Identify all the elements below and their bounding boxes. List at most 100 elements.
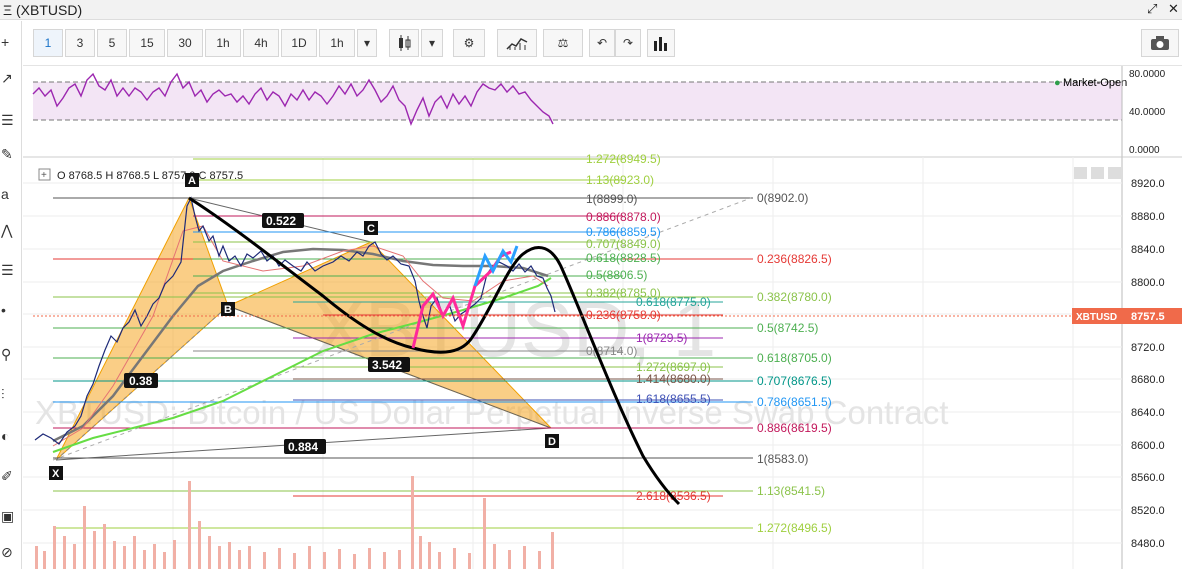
svg-text:8600.0: 8600.0: [1131, 440, 1165, 452]
rsi-tick-80: 80.0000: [1129, 69, 1166, 80]
price-path: [34, 196, 556, 445]
measure-icon[interactable]: •: [1, 302, 6, 318]
interval-1m[interactable]: 1: [33, 29, 63, 57]
redo-icon[interactable]: ↷: [615, 29, 641, 57]
svg-text:8720.0: 8720.0: [1131, 342, 1165, 354]
chevron-down-icon[interactable]: ▾: [357, 29, 377, 57]
fib-labels: 1.272(8949.5) 1.13(8923.0) 1(8899.0) 0(8…: [586, 152, 832, 535]
interval-4h[interactable]: 4h: [243, 29, 279, 57]
interval-5m[interactable]: 5: [97, 29, 127, 57]
svg-text:8520.0: 8520.0: [1131, 505, 1165, 517]
chart-type-chevron-icon[interactable]: ▾: [421, 29, 443, 57]
svg-text:8480.0: 8480.0: [1131, 538, 1165, 550]
ma-gray: [52, 247, 549, 443]
svg-text:0.618(8775.0): 0.618(8775.0): [636, 295, 711, 309]
rsi-line: [32, 72, 554, 126]
rsi-tick-40: 40.0000: [1129, 107, 1166, 118]
text-tool-icon[interactable]: a: [1, 186, 9, 202]
svg-text:0.522: 0.522: [266, 214, 296, 228]
interval-1d[interactable]: 1D: [281, 29, 317, 57]
svg-text:0.707(8849.0): 0.707(8849.0): [586, 237, 661, 251]
interval-1h[interactable]: 1h: [205, 29, 241, 57]
svg-text:1(8729.5): 1(8729.5): [636, 331, 687, 345]
svg-text:D: D: [548, 436, 556, 448]
svg-text:0.38: 0.38: [129, 374, 153, 388]
brush-icon[interactable]: ✎: [1, 146, 13, 162]
ma-green: [52, 277, 552, 453]
svg-text:1(8899.0): 1(8899.0): [586, 192, 637, 206]
pattern-point-labels: A B C D X: [49, 173, 559, 480]
svg-text:0.886(8619.5): 0.886(8619.5): [757, 421, 832, 435]
svg-text:1.272(8697.0): 1.272(8697.0): [636, 360, 711, 374]
undo-icon[interactable]: ↶: [589, 29, 615, 57]
svg-text:0.382(8780.0): 0.382(8780.0): [757, 290, 832, 304]
svg-text:A: A: [188, 175, 196, 187]
svg-text:0.618(8705.0): 0.618(8705.0): [757, 351, 832, 365]
interval-30m[interactable]: 30: [167, 29, 203, 57]
eye-icon[interactable]: ⊘: [1, 544, 13, 560]
window-title: Ξ (XBTUSD): [3, 2, 82, 18]
interval-15m[interactable]: 15: [129, 29, 165, 57]
fib-tool-icon[interactable]: ☰: [1, 262, 14, 278]
close-icon[interactable]: ✕: [1168, 1, 1179, 16]
svg-text:X: X: [52, 468, 60, 480]
ruler-icon[interactable]: ✐: [1, 468, 13, 484]
svg-text:1.13(8923.0): 1.13(8923.0): [586, 173, 654, 187]
ratio-labels: 0.38 0.522 3.542 0.884: [124, 213, 410, 454]
gear-icon[interactable]: ⚙: [453, 29, 485, 57]
svg-text:8800.0: 8800.0: [1131, 277, 1165, 289]
svg-text:0.236(8758.0): 0.236(8758.0): [586, 308, 661, 322]
svg-text:0.382(8785.0): 0.382(8785.0): [586, 286, 661, 300]
last-price-label: 8757.5: [1131, 311, 1165, 323]
price-axis[interactable]: 8920.0 8880.0 8840.0 8800.0 8720.0 8680.…: [1131, 178, 1165, 550]
cursor-icon[interactable]: +: [1, 34, 10, 50]
trend-line-icon[interactable]: ↗: [1, 70, 13, 86]
magnet-icon[interactable]: ⫶: [1, 386, 5, 402]
svg-text:B: B: [224, 304, 232, 316]
market-status-dot: ●: [1054, 77, 1061, 89]
svg-text:8560.0: 8560.0: [1131, 472, 1165, 484]
chart-area[interactable]: ● Market-Open 80.0000 40.0000 0.0000 XBT…: [23, 66, 1182, 569]
pane-controls[interactable]: [1074, 167, 1121, 179]
svg-text:0.5(8806.5): 0.5(8806.5): [586, 268, 647, 282]
svg-text:0.707(8676.5): 0.707(8676.5): [757, 374, 832, 388]
svg-text:1(8583.0): 1(8583.0): [757, 452, 808, 466]
last-price-badge: [1127, 308, 1182, 324]
svg-text:0.884: 0.884: [288, 440, 318, 454]
svg-text:0.618(8828.5): 0.618(8828.5): [586, 251, 661, 265]
svg-text:0.886(8878.0): 0.886(8878.0): [586, 210, 661, 224]
zoom-icon[interactable]: ⚲: [1, 346, 12, 362]
svg-text:0.786(8859.5): 0.786(8859.5): [586, 225, 661, 239]
svg-text:0(8902.0): 0(8902.0): [757, 191, 808, 205]
rsi-panel: ● Market-Open 80.0000 40.0000 0.0000: [23, 66, 1182, 569]
visibility-icon[interactable]: ◐: [1, 428, 10, 444]
drawing-toolbar: + ↗ ☰ ✎ a ⋀ ☰ • ⚲ ⫶ ◐ ✐ ▣ ⊘: [0, 21, 22, 569]
volume-bars: [35, 476, 554, 569]
horizontal-lines-icon[interactable]: ☰: [1, 112, 14, 128]
candles-icon[interactable]: [389, 29, 419, 57]
chart-toolbar: 1 3 5 15 30 1h 4h 1D 1h ▾ ▾ ⚙ ⚖ ↶ ↷: [23, 21, 1182, 66]
bar-chart-icon[interactable]: [647, 29, 675, 57]
svg-text:0.786(8651.5): 0.786(8651.5): [757, 395, 832, 409]
chart-svg[interactable]: ● Market-Open 80.0000 40.0000 0.0000 XBT…: [23, 66, 1182, 569]
interval-3m[interactable]: 3: [65, 29, 95, 57]
svg-text:1.618(8655.5): 1.618(8655.5): [636, 392, 711, 406]
plus-icon[interactable]: +: [41, 170, 47, 181]
indicators-icon[interactable]: [497, 29, 537, 57]
svg-text:8640.0: 8640.0: [1131, 407, 1165, 419]
svg-text:8840.0: 8840.0: [1131, 244, 1165, 256]
collapse-icon[interactable]: [38, 168, 51, 181]
scale-icon[interactable]: ⚖: [543, 29, 583, 57]
rsi-tick-0: 0.0000: [1129, 145, 1160, 156]
svg-text:0.236(8826.5): 0.236(8826.5): [757, 252, 832, 266]
menu-icon[interactable]: Ξ: [3, 2, 13, 18]
pattern-tool-icon[interactable]: ⋀: [1, 222, 13, 238]
lock-icon[interactable]: ▣: [1, 508, 15, 524]
svg-text:8920.0: 8920.0: [1131, 178, 1165, 190]
expand-icon[interactable]: ⤢: [1147, 1, 1158, 16]
rsi-band: [33, 82, 1122, 120]
symbol-badge: [1072, 308, 1127, 324]
market-status: Market-Open: [1063, 77, 1127, 89]
camera-icon[interactable]: [1141, 29, 1179, 57]
interval-dropdown[interactable]: 1h: [319, 29, 355, 57]
